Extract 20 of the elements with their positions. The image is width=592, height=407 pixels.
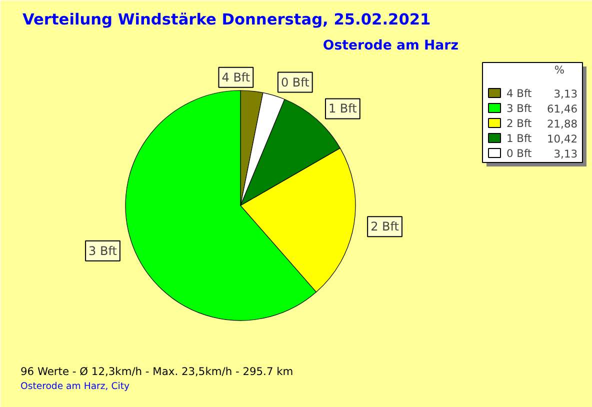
slice-label: 0 Bft	[280, 75, 310, 90]
legend-label: 0 Bft	[506, 147, 532, 160]
legend-label: 2 Bft	[506, 117, 532, 130]
legend-label: 1 Bft	[506, 132, 532, 145]
text: Osterode am Harz, City	[20, 381, 130, 392]
chart-subtitle: Osterode am Harz	[322, 38, 459, 54]
text: 96 Werte - Ø 12,3km/h - Max. 23,5km/h - 295.7 km	[20, 365, 294, 378]
data-label: 3,13	[554, 88, 578, 100]
chart-title: Verteilung Windstärke Donnerstag, 25.02.2021	[22, 10, 431, 28]
data-label: 61,46	[546, 102, 578, 116]
data-label: 10,42	[546, 132, 578, 146]
legend-title: %	[554, 64, 565, 76]
slice-label: 3 Bft	[88, 244, 118, 258]
slice-label: 1 Bft	[328, 102, 358, 116]
slice-label: 2 Bft	[370, 220, 400, 234]
data-label: 3,13	[554, 148, 578, 160]
legend-label: 3 Bft	[506, 102, 532, 115]
legend-label: 4 Bft	[506, 87, 532, 100]
data-label: 21,88	[546, 118, 578, 130]
slice-label: 4 Bft	[222, 70, 250, 84]
